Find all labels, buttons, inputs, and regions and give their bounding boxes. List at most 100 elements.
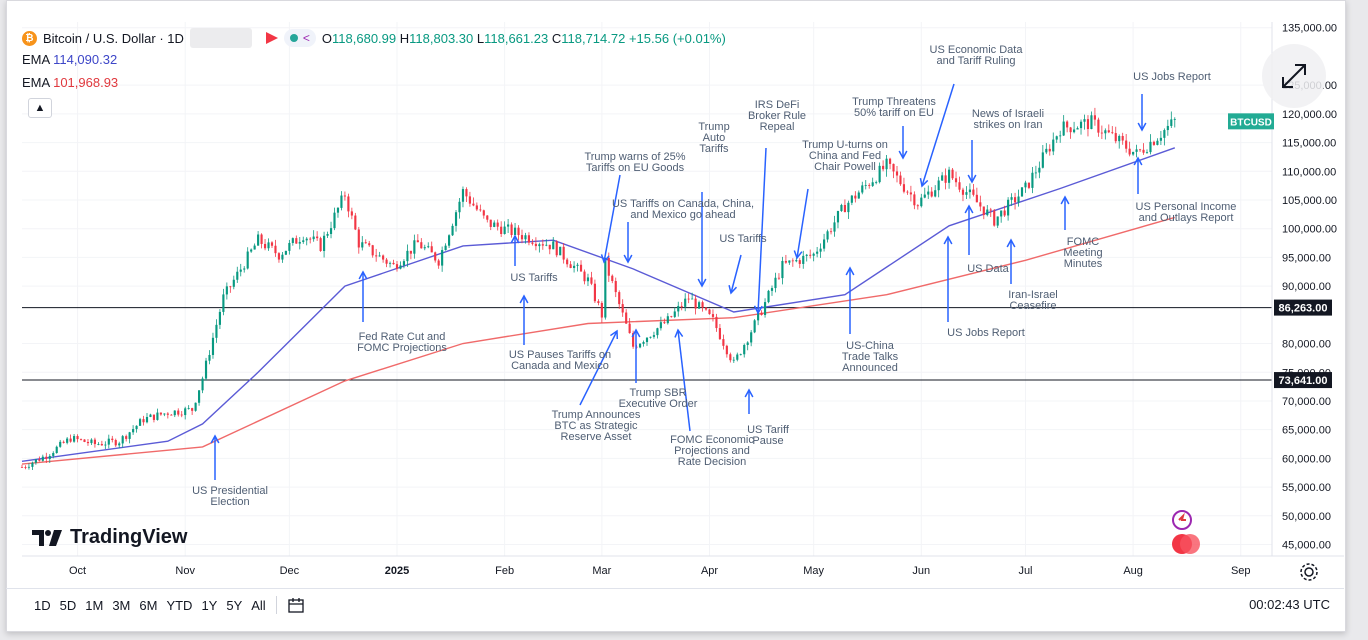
y-tick-label: 45,000.00 [1282,540,1331,552]
candle-body [510,224,513,235]
candle-body [62,441,65,443]
candle-body [76,436,79,440]
utc-clock[interactable]: 00:02:43 UTC [1249,597,1330,612]
candle-body [73,436,76,442]
candle-body [1083,119,1086,122]
candle-body [729,354,732,361]
candle-body [625,312,628,324]
candle-body [27,466,31,468]
candle-body [458,201,461,213]
candle-body [388,262,392,264]
y-axis: 135,000.00125,000.00120,000.00115,000.00… [1228,22,1337,556]
candle-body [663,322,666,324]
candle-body [684,298,687,307]
timeframe-all-button[interactable]: All [251,597,266,613]
candle-body [437,260,440,266]
annotation-arrow [579,330,618,406]
candle-body [184,408,187,416]
annotation-line: US Economic Data [930,44,1024,56]
bottom-toolbar: 1D 5D 1M 3M 6M YTD 1Y 5Y All [6,590,1344,620]
market-status-dot [289,34,298,42]
annotation-arrowhead [519,294,529,304]
candle-body [892,163,895,172]
candle-body [545,244,548,246]
level-price-tag [1274,299,1332,316]
ema-slow-legend[interactable]: EMA 101,968.93 [22,75,119,90]
candle-body [951,169,954,179]
candle-body [871,182,874,186]
candle-body [260,234,263,244]
timeframe-5d-button[interactable]: 5D [59,597,77,613]
timeframe-1y-button[interactable]: 1Y [201,597,218,613]
candle-body [222,294,225,312]
y-tick-label: 105,000.00 [1282,195,1337,207]
red-flag-icon[interactable] [265,32,278,44]
candle-body [274,245,277,254]
candle-body [1100,132,1103,134]
candle-body [902,184,906,192]
candle-body [618,292,621,305]
candle-body [882,165,885,170]
last-price-symbol: BTCUSD [1230,117,1272,128]
timeframe-1m-button[interactable]: 1M [85,597,104,613]
status-pill[interactable]: < [283,29,316,47]
candle-body [309,238,312,240]
annotation-arrow [730,254,742,294]
timeframe-6m-button[interactable]: 6M [139,597,158,613]
timeframe-3m-button[interactable]: 3M [112,597,131,613]
toolbar-divider [6,588,1344,589]
candle-body [954,178,958,183]
calendar-range-icon[interactable] [287,596,305,614]
candle-body [486,215,489,220]
annotation-line: 50% tariff on EU [854,107,934,119]
candle-body [1013,197,1017,203]
candle-body [163,413,166,415]
timeframe-1d-button[interactable]: 1D [34,597,51,613]
candle-body [583,271,586,282]
candle-body [944,175,947,183]
candle-body [461,189,465,202]
annotation-line: Auto [703,132,726,144]
candle-body [704,307,708,310]
candle-body [343,195,346,197]
annotation-line: US-China [846,340,895,352]
timeframe-5y-button[interactable]: 5Y [226,597,243,613]
y-tick-label: 50,000.00 [1282,511,1331,523]
annotation-line: Trump Announces [552,409,641,421]
candle-body [295,238,298,244]
annotation-arrowhead [631,328,641,338]
candle-body [548,244,551,250]
bitcoin-icon: ₿ [22,30,37,46]
candle-body [795,260,798,262]
chevron-up-icon[interactable]: ▲ [28,98,52,118]
candle-body [930,191,933,197]
candle-body [1038,167,1041,173]
candle-body [173,410,176,416]
candle-body [267,242,270,249]
y-tick-label: 55,000.00 [1282,482,1331,494]
candle-body [916,205,919,207]
gear-icon[interactable] [1298,561,1320,583]
timeframe-ytd-button[interactable]: YTD [166,597,193,613]
candle-body [520,235,524,240]
expand-icon[interactable] [1262,44,1326,108]
annotation-arrowhead [623,254,633,264]
annotation-line: Trump Threatens [852,96,936,108]
candle-body [1125,140,1128,149]
candle-body [996,216,999,226]
candle-body [1156,140,1159,145]
annotation-label: US Pauses Tariffs on Canada and Mexico [509,349,611,372]
symbol-title[interactable]: Bitcoin / U.S. Dollar · 1D [43,30,184,46]
candle-body [753,320,756,333]
ema-fast-legend[interactable]: EMA 114,090.32 [22,52,118,67]
annotation-line: Trump [698,121,729,133]
candle-body [1017,196,1020,203]
candle-body [854,195,857,199]
annotation-label: US Tariffs on Canada, China, and Mexico g… [612,198,754,221]
candle-body [125,436,128,439]
y-tick-label: 115,000.00 [1282,138,1336,150]
candle-body [868,185,871,186]
tradingview-logo-icon [32,529,62,546]
